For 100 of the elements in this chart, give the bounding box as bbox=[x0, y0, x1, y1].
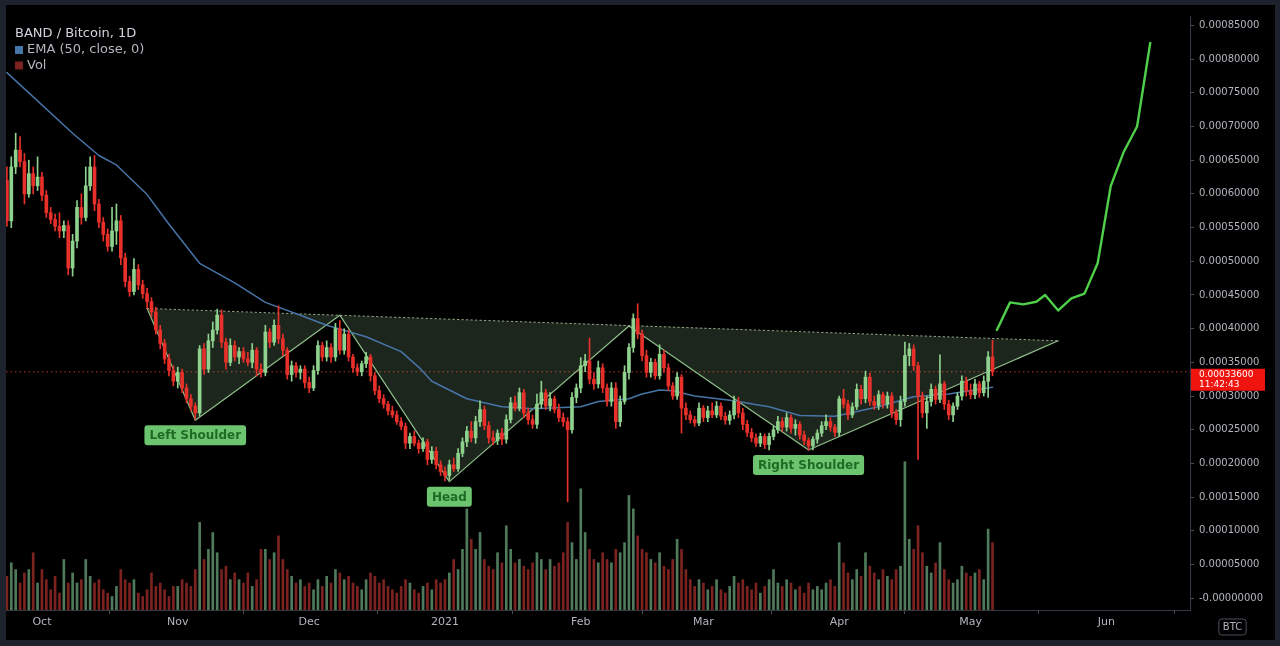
bar bbox=[9, 562, 13, 610]
bar bbox=[128, 582, 131, 610]
bar bbox=[395, 592, 399, 610]
bar bbox=[794, 589, 797, 610]
bar bbox=[631, 508, 635, 610]
y-tick-label: 0.00065000 bbox=[1199, 153, 1260, 165]
bar bbox=[417, 592, 421, 610]
x-tick-label: Oct bbox=[32, 615, 53, 629]
text: BAND / Bitcoin, 1D bbox=[15, 25, 137, 41]
bar bbox=[233, 572, 237, 610]
bar bbox=[772, 569, 775, 610]
bar bbox=[653, 562, 657, 610]
bar bbox=[553, 565, 556, 610]
bar bbox=[886, 575, 889, 610]
bar bbox=[798, 586, 802, 610]
bar bbox=[483, 559, 486, 610]
bar bbox=[430, 589, 434, 610]
bar bbox=[807, 582, 810, 610]
annotation: Left Shoulder bbox=[149, 428, 242, 443]
bar bbox=[518, 559, 521, 610]
x-tick-label: Feb bbox=[571, 615, 591, 629]
bar bbox=[347, 575, 350, 610]
bar bbox=[544, 569, 548, 610]
bar bbox=[325, 575, 329, 610]
bar bbox=[702, 582, 705, 610]
bar bbox=[956, 579, 959, 610]
bar bbox=[907, 538, 911, 610]
bar bbox=[23, 572, 26, 610]
bar bbox=[671, 559, 675, 610]
x-tick-label: 2021 bbox=[430, 615, 459, 629]
bar bbox=[474, 549, 477, 610]
bar bbox=[728, 586, 732, 610]
y-tick-label: 0.00030000 bbox=[1199, 389, 1260, 401]
bar bbox=[377, 582, 381, 610]
bar bbox=[312, 589, 315, 610]
bar bbox=[522, 565, 526, 610]
bar bbox=[45, 579, 48, 610]
y-tick-label: 0.00055000 bbox=[1199, 221, 1260, 233]
bar bbox=[596, 562, 600, 610]
bar bbox=[964, 572, 968, 610]
y-tick-label: 0.00075000 bbox=[1199, 86, 1260, 98]
y-tick-label: 0.00020000 bbox=[1199, 457, 1260, 469]
bar bbox=[434, 579, 438, 610]
bar bbox=[837, 542, 841, 610]
bar bbox=[356, 586, 359, 610]
bar bbox=[842, 562, 845, 610]
bar bbox=[864, 552, 867, 610]
annotation: Head bbox=[431, 489, 467, 504]
bar bbox=[285, 569, 289, 610]
bar bbox=[242, 582, 245, 610]
bar bbox=[601, 552, 604, 610]
x-tick-label: Jun bbox=[1096, 615, 1116, 629]
bar bbox=[250, 586, 254, 610]
bar bbox=[141, 596, 145, 610]
bar bbox=[614, 549, 618, 610]
bar bbox=[71, 572, 74, 610]
bar bbox=[342, 579, 346, 610]
bar bbox=[745, 586, 749, 610]
bar bbox=[101, 589, 105, 610]
bar bbox=[623, 542, 626, 610]
bar bbox=[115, 586, 118, 610]
x-tick-label: Apr bbox=[829, 615, 850, 629]
bar bbox=[820, 589, 824, 610]
bar bbox=[929, 572, 933, 610]
bar bbox=[645, 552, 648, 610]
bar bbox=[119, 569, 123, 610]
bar bbox=[469, 538, 473, 610]
bar bbox=[58, 592, 61, 610]
bar bbox=[185, 582, 188, 610]
bar bbox=[452, 559, 456, 610]
bar bbox=[899, 565, 902, 610]
y-axis-title: BTC bbox=[1222, 620, 1243, 632]
bar bbox=[66, 582, 70, 610]
bar bbox=[680, 549, 683, 610]
bar bbox=[320, 586, 324, 610]
bar bbox=[123, 579, 127, 610]
y-tick-label: 0.00015000 bbox=[1199, 490, 1260, 502]
bar bbox=[706, 589, 710, 610]
bar bbox=[750, 589, 753, 610]
y-tick-label: -0.00000000 bbox=[1199, 591, 1264, 603]
bar bbox=[391, 589, 394, 610]
legend-label: EMA (50, close, 0) bbox=[27, 41, 145, 57]
y-tick-label: 0.00085000 bbox=[1199, 19, 1260, 31]
y-tick-label: 0.00025000 bbox=[1199, 423, 1260, 435]
bar bbox=[93, 582, 96, 610]
bar bbox=[439, 582, 442, 610]
bar bbox=[504, 525, 508, 610]
y-tick-label: 0.00080000 bbox=[1199, 52, 1260, 64]
bar bbox=[404, 579, 407, 610]
y-tick-label: 0.00005000 bbox=[1199, 558, 1260, 570]
bar bbox=[855, 569, 859, 610]
bar bbox=[211, 532, 215, 610]
bar bbox=[172, 586, 175, 610]
bar bbox=[36, 582, 39, 610]
bar bbox=[106, 592, 109, 610]
bar bbox=[978, 569, 981, 610]
y-tick-label: 0.00050000 bbox=[1199, 254, 1260, 266]
bar bbox=[448, 572, 451, 610]
bar bbox=[27, 569, 31, 610]
bar bbox=[158, 582, 162, 610]
